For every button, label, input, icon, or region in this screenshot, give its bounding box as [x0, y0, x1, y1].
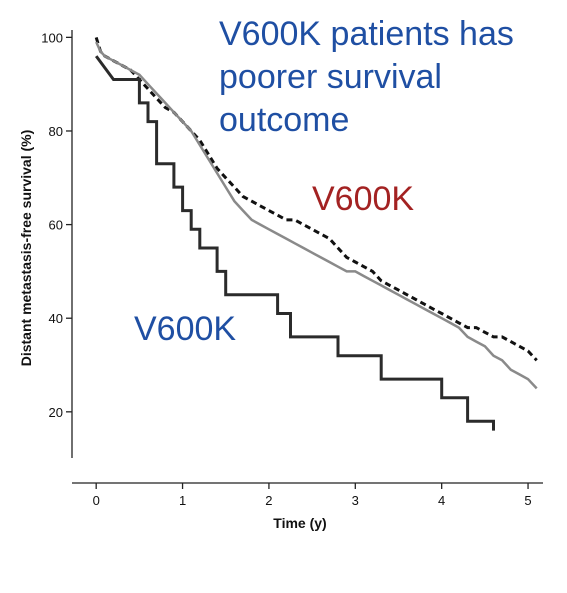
x-tick-label: 5: [524, 493, 531, 508]
chart-axes: 0 1 2 3 4 5 20 40 60 80 100: [41, 30, 543, 508]
y-tick-label: 80: [49, 124, 63, 139]
annotation-line: V600K: [134, 310, 236, 348]
x-tick-label: 2: [265, 493, 272, 508]
x-axis-label: Time (y): [273, 515, 326, 531]
y-tick-label: 20: [49, 405, 63, 420]
annotation-line: poorer survival: [219, 58, 442, 96]
annotation-line: outcome: [219, 101, 349, 139]
y-tick-label: 100: [41, 30, 63, 45]
headline-annotation: V600K patients has poorer survival outcome: [219, 15, 514, 139]
y-axis-label: Distant metastasis-free survival (%): [18, 130, 34, 367]
x-tick-label: 1: [179, 493, 186, 508]
x-tick-label: 0: [93, 493, 100, 508]
chart-annotations: V600K patients has poorer survival outcome…: [134, 15, 514, 348]
y-tick-label: 40: [49, 311, 63, 326]
x-tick-label: 3: [352, 493, 359, 508]
survival-curves: [94, 36, 538, 431]
y-tick-label: 60: [49, 218, 63, 233]
black-curve-label: V600K: [134, 310, 236, 348]
black-step-curve: [94, 55, 495, 431]
dashed-curve-label: V600K: [312, 180, 414, 218]
annotation-line: V600K: [312, 180, 414, 218]
gray-curve: [95, 41, 538, 390]
x-tick-label: 4: [438, 493, 445, 508]
annotation-line: V600K patients has: [219, 15, 514, 53]
